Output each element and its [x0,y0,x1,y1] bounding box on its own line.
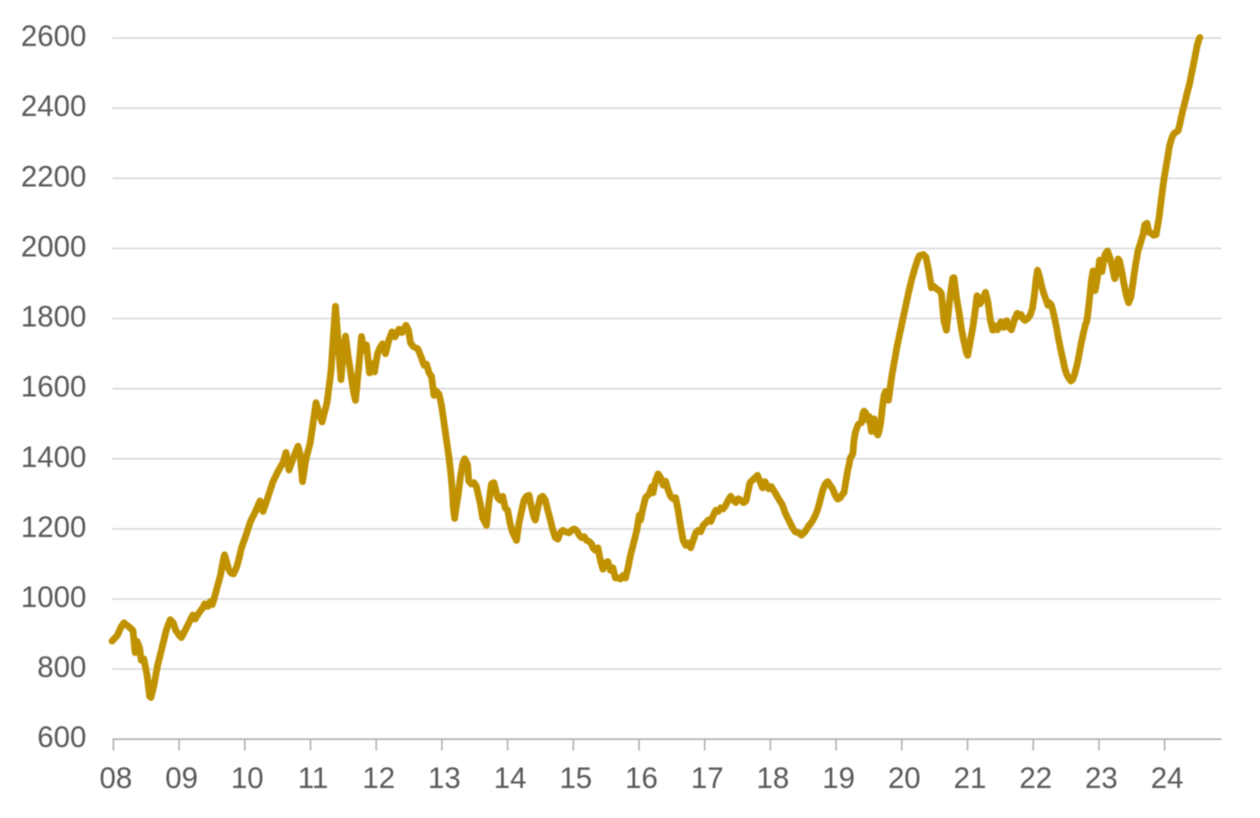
svg-text:800: 800 [37,651,86,684]
svg-text:20: 20 [888,762,921,795]
svg-text:16: 16 [625,762,658,795]
svg-text:13: 13 [428,762,461,795]
svg-text:18: 18 [757,762,790,795]
svg-text:23: 23 [1085,762,1118,795]
svg-text:1800: 1800 [21,301,86,334]
svg-text:1000: 1000 [21,581,86,614]
svg-text:22: 22 [1019,762,1052,795]
svg-text:1400: 1400 [21,441,86,474]
svg-text:19: 19 [822,762,855,795]
svg-text:1600: 1600 [21,371,86,404]
svg-text:24: 24 [1151,762,1184,795]
svg-text:17: 17 [691,762,724,795]
svg-text:2000: 2000 [21,230,86,263]
svg-text:08: 08 [100,762,133,795]
svg-text:1200: 1200 [21,511,86,544]
svg-text:09: 09 [165,762,198,795]
svg-text:12: 12 [362,762,395,795]
svg-text:11: 11 [298,762,329,795]
svg-text:2600: 2600 [21,20,86,53]
svg-text:21: 21 [954,762,987,795]
svg-text:2200: 2200 [21,160,86,193]
svg-text:600: 600 [37,721,86,754]
svg-text:2400: 2400 [21,90,86,123]
svg-text:14: 14 [494,762,527,795]
svg-text:15: 15 [559,762,592,795]
svg-text:10: 10 [231,762,264,795]
